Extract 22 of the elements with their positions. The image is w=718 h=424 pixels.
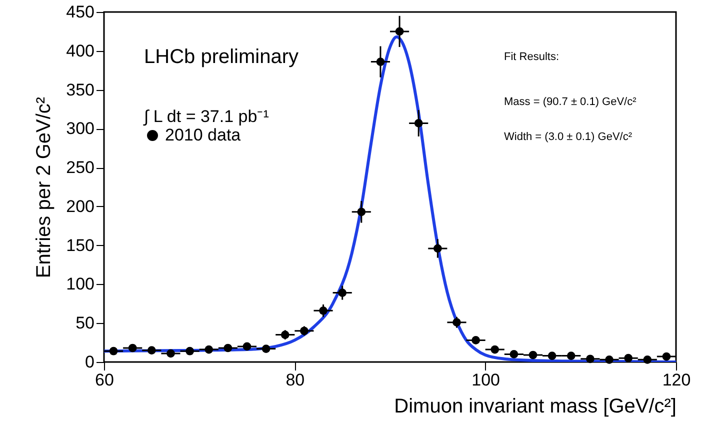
y-tick-label: 400: [66, 41, 94, 60]
x-tick-label: 60: [95, 370, 114, 390]
x-axis-title: Dimuon invariant mass [GeV/c²]: [394, 396, 676, 418]
x-tick-label: 80: [286, 370, 305, 390]
x-tick-label: 100: [472, 370, 500, 390]
annotation: Fit Results:: [504, 51, 560, 63]
y-tick-label: 250: [66, 158, 94, 178]
annotation: Width = (3.0 ± 0.1) GeV/c²: [504, 131, 632, 143]
y-tick-label: 0: [85, 352, 94, 372]
y-tick-label: 450: [66, 2, 94, 22]
y-tick-label: 300: [66, 119, 94, 138]
y-tick-label: 50: [76, 314, 94, 333]
annotation: ∫ L dt = 37.1 pb⁻¹: [143, 107, 270, 126]
y-tick-label: 350: [66, 80, 94, 100]
y-tick-label: 100: [66, 274, 94, 294]
annotation: Mass = (90.7 ± 0.1) GeV/c²: [504, 96, 637, 108]
y-tick-label: 200: [66, 196, 94, 216]
y-axis-title: Entries per 2 GeV/c²: [33, 96, 56, 278]
annotation: LHCb preliminary: [144, 46, 298, 68]
y-tick-label: 150: [66, 236, 94, 255]
x-tick-label: 120: [662, 370, 691, 390]
legend-label: 2010 data: [165, 126, 242, 144]
